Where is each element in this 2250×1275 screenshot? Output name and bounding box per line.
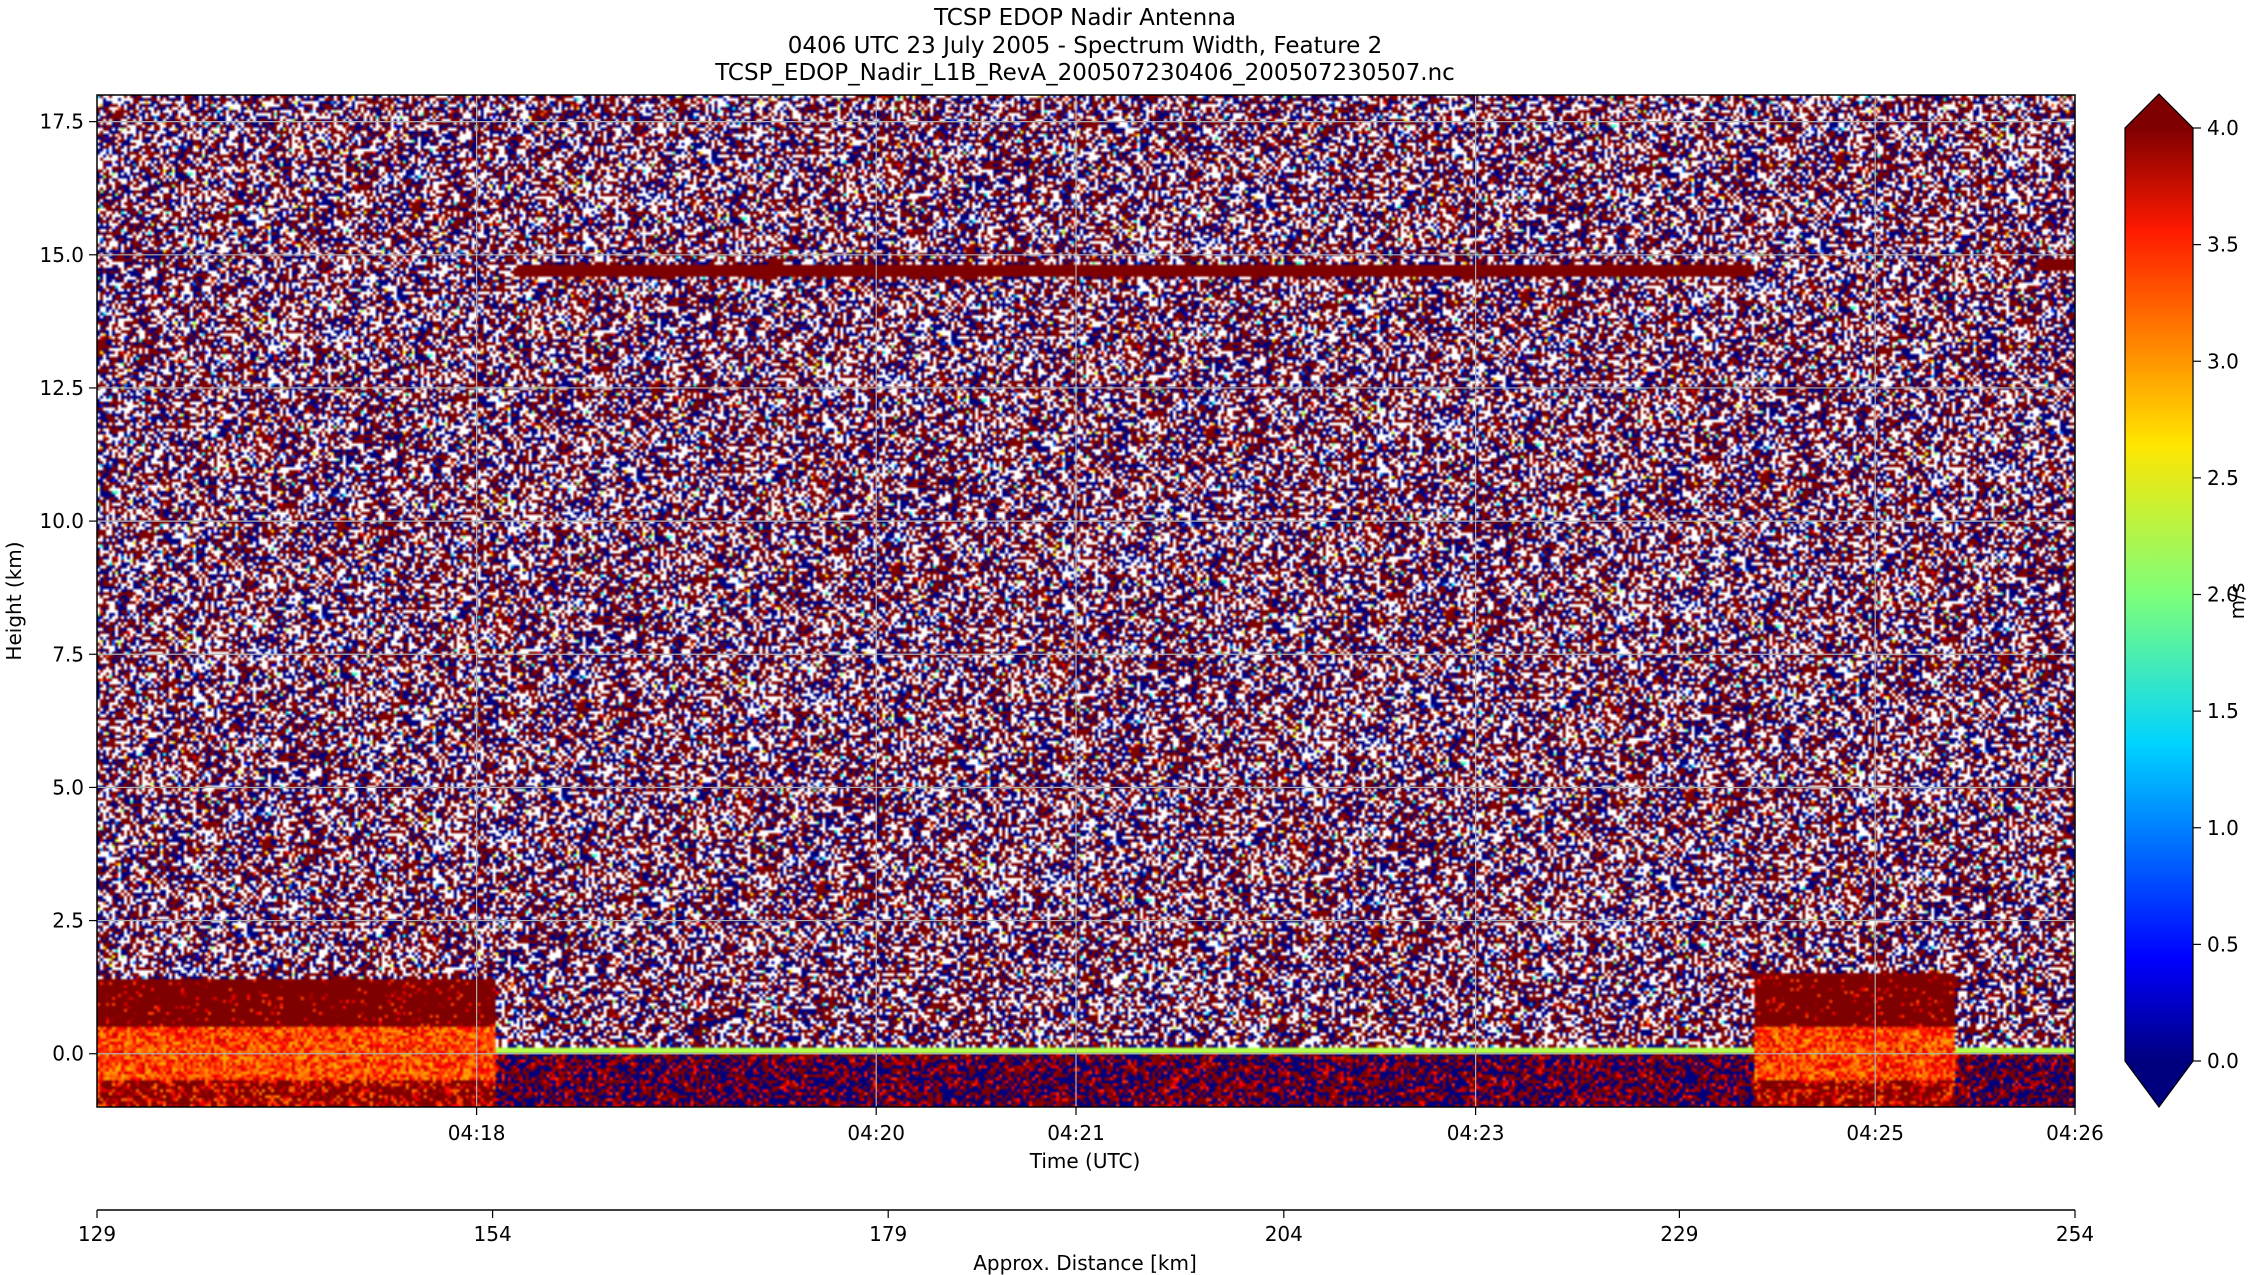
x-tick-label: 04:23 (1447, 1121, 1505, 1145)
x-tick-label: 04:21 (1047, 1121, 1105, 1145)
y-tick-label: 17.5 (39, 110, 84, 134)
x-axis-ticks: 04:18 04:20 04:21 04:23 04:25 04:26 (448, 1107, 2104, 1145)
colorbar-tick-label: 3.0 (2207, 349, 2239, 373)
colorbar-tick-label: 1.5 (2207, 699, 2239, 723)
spectrum-width-heatmap (97, 95, 2075, 1107)
distance-tick-label: 204 (1265, 1222, 1303, 1246)
distance-axis-label: Approx. Distance [km] (973, 1251, 1197, 1275)
chart-title-line-2: 0406 UTC 23 July 2005 - Spectrum Width, … (788, 33, 1383, 59)
y-tick-label: 7.5 (52, 642, 84, 666)
y-tick-label: 10.0 (39, 509, 84, 533)
y-tick-label: 2.5 (52, 909, 84, 933)
y-tick-label: 15.0 (39, 243, 84, 267)
colorbar-tick-label: 4.0 (2207, 116, 2239, 140)
colorbar-tick-label: 2.0 (2207, 583, 2239, 607)
y-tick-label: 5.0 (52, 775, 84, 799)
distance-axis-ticks: 129 154 179 204 229 254 (78, 1210, 2094, 1246)
plot-frame (96, 94, 2076, 1108)
colorbar-label: m/s (2225, 583, 2249, 620)
y-axis-label: Height (km) (2, 541, 26, 660)
colorbar-ticks: 0.0 0.5 1.0 1.5 2.0 2.5 3.0 3.5 4.0 (2193, 116, 2239, 1073)
x-tick-label: 04:26 (2046, 1121, 2104, 1145)
x-tick-label: 04:20 (847, 1121, 905, 1145)
plot-area (97, 95, 2075, 1107)
y-axis-ticks: 0.0 2.5 5.0 7.5 10.0 12.5 15.0 17.5 (39, 110, 97, 1066)
colorbar-extend-min (2125, 1061, 2193, 1107)
distance-tick-label: 129 (78, 1222, 116, 1246)
chart-title-line-3: TCSP_EDOP_Nadir_L1B_RevA_200507230406_20… (714, 60, 1455, 86)
colorbar-tick-label: 0.0 (2207, 1049, 2239, 1073)
y-tick-label: 0.0 (52, 1042, 84, 1066)
colorbar: 0.0 0.5 1.0 1.5 2.0 2.5 3.0 3.5 4.0 m/s (2124, 93, 2249, 1109)
colorbar-tick-label: 1.0 (2207, 816, 2239, 840)
chart-title-line-1: TCSP EDOP Nadir Antenna (933, 5, 1236, 31)
distance-tick-label: 229 (1660, 1222, 1698, 1246)
distance-tick-label: 154 (474, 1222, 512, 1246)
colorbar-extend-max (2125, 94, 2193, 128)
colorbar-tick-label: 0.5 (2207, 932, 2239, 956)
x-tick-label: 04:25 (1846, 1121, 1904, 1145)
colorbar-gradient (2125, 128, 2193, 1061)
x-tick-label: 04:18 (448, 1121, 506, 1145)
colorbar-tick-label: 3.5 (2207, 233, 2239, 257)
y-tick-label: 12.5 (39, 376, 84, 400)
distance-tick-label: 179 (869, 1222, 907, 1246)
distance-tick-label: 254 (2056, 1222, 2094, 1246)
grid-lines (97, 95, 2075, 1107)
x-axis-label: Time (UTC) (1029, 1149, 1141, 1173)
colorbar-tick-label: 2.5 (2207, 466, 2239, 490)
